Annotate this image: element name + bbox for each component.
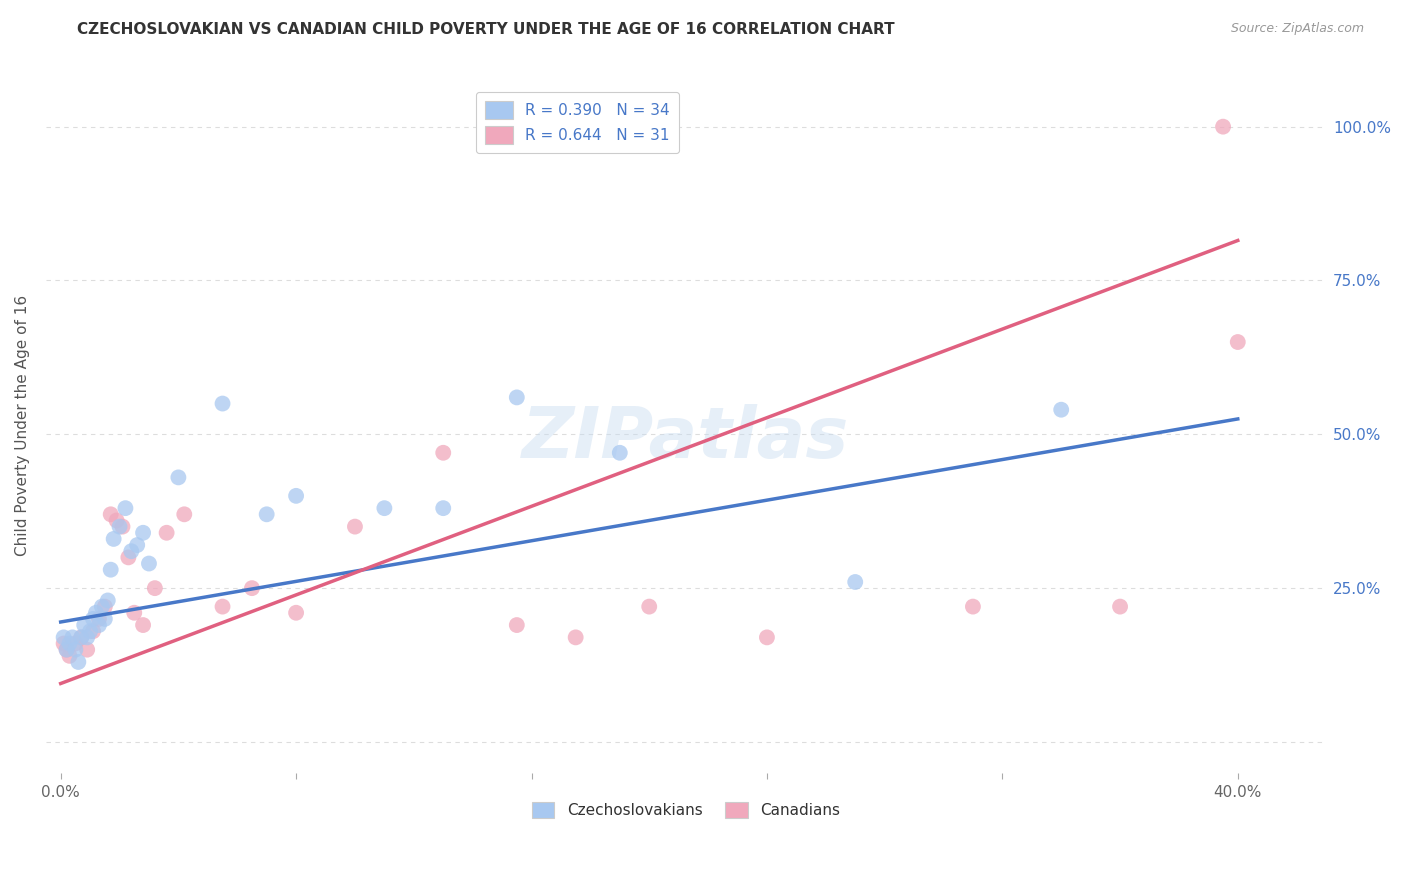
Point <box>94 612 117 626</box>
Point <box>127 538 149 552</box>
Point <box>120 544 142 558</box>
Point <box>343 519 366 533</box>
Point <box>62 631 84 645</box>
Point <box>87 618 110 632</box>
Point <box>55 642 77 657</box>
Text: Source: ZipAtlas.com: Source: ZipAtlas.com <box>1230 22 1364 36</box>
Point <box>138 557 160 571</box>
Point <box>100 508 122 522</box>
Point <box>65 642 87 657</box>
Point <box>114 501 136 516</box>
Point <box>609 446 631 460</box>
Point <box>94 599 117 614</box>
Point <box>58 636 80 650</box>
Point <box>240 581 263 595</box>
Point <box>55 642 77 657</box>
Point <box>122 606 145 620</box>
Point <box>111 519 134 533</box>
Point <box>755 631 778 645</box>
Point <box>117 550 139 565</box>
Point <box>84 606 107 620</box>
Legend: Czechoslovakians, Canadians: Czechoslovakians, Canadians <box>526 796 846 824</box>
Point <box>97 593 120 607</box>
Point <box>132 525 155 540</box>
Point <box>285 489 308 503</box>
Point <box>506 618 529 632</box>
Point <box>108 519 131 533</box>
Point <box>52 631 75 645</box>
Point <box>173 508 195 522</box>
Point <box>1050 402 1073 417</box>
Point <box>76 631 98 645</box>
Point <box>844 574 866 589</box>
Point <box>1109 599 1132 614</box>
Point <box>90 599 112 614</box>
Point <box>65 636 87 650</box>
Point <box>73 618 96 632</box>
Point <box>52 636 75 650</box>
Point <box>87 612 110 626</box>
Point <box>156 525 179 540</box>
Point <box>211 599 233 614</box>
Point <box>105 513 128 527</box>
Point <box>70 631 93 645</box>
Point <box>167 470 190 484</box>
Point <box>143 581 166 595</box>
Point <box>962 599 984 614</box>
Y-axis label: Child Poverty Under the Age of 16: Child Poverty Under the Age of 16 <box>15 294 30 556</box>
Point <box>70 631 93 645</box>
Point <box>432 446 454 460</box>
Point <box>67 655 90 669</box>
Point <box>373 501 395 516</box>
Point <box>103 532 125 546</box>
Point <box>100 563 122 577</box>
Point <box>211 396 233 410</box>
Point <box>82 624 104 639</box>
Point <box>1226 334 1249 349</box>
Point <box>638 599 661 614</box>
Point <box>506 391 529 405</box>
Point <box>432 501 454 516</box>
Point <box>285 606 308 620</box>
Point <box>82 612 104 626</box>
Text: CZECHOSLOVAKIAN VS CANADIAN CHILD POVERTY UNDER THE AGE OF 16 CORRELATION CHART: CZECHOSLOVAKIAN VS CANADIAN CHILD POVERT… <box>77 22 896 37</box>
Point <box>58 648 80 663</box>
Text: ZIPatlas: ZIPatlas <box>522 404 849 474</box>
Point <box>79 624 101 639</box>
Point <box>256 508 278 522</box>
Point <box>132 618 155 632</box>
Point <box>564 631 586 645</box>
Point <box>1212 120 1234 134</box>
Point <box>76 642 98 657</box>
